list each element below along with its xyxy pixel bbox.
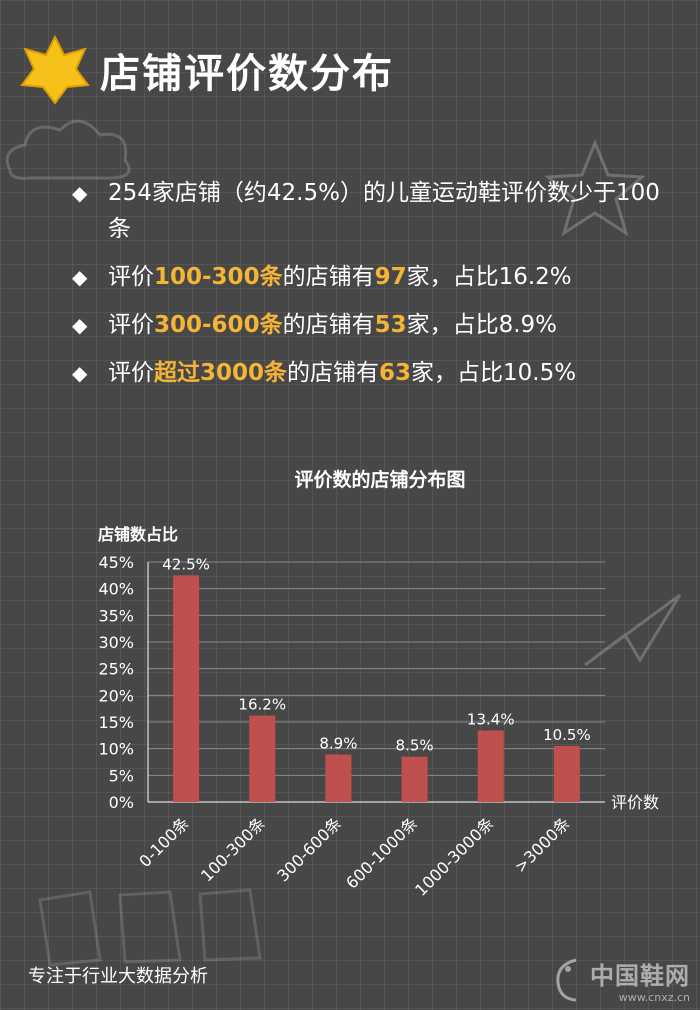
diamond-icon: ◆ xyxy=(72,361,88,385)
footer-text: 专注于行业大数据分析 xyxy=(28,966,208,987)
y-tick-label: 35% xyxy=(98,606,134,625)
y-tick-label: 5% xyxy=(109,766,134,785)
watermark-url: www.cnxz.cn xyxy=(618,991,690,1004)
y-tick-label: 45% xyxy=(98,553,134,572)
bullet-text: 评价 xyxy=(108,264,154,290)
bar xyxy=(553,746,580,802)
x-axis-title: 评价数 xyxy=(611,793,659,812)
data-label: 10.5% xyxy=(543,726,591,744)
bullet-text: 的店铺有 xyxy=(287,360,380,386)
bar xyxy=(477,730,504,802)
plane-doodle xyxy=(584,593,682,667)
bullet-text: 家，占比10.5% xyxy=(411,360,577,386)
diamond-icon: ◆ xyxy=(72,181,88,205)
data-label: 16.2% xyxy=(238,696,286,714)
bullet-item: ◆ 评价100-300条的店铺有97家，占比16.2% xyxy=(70,259,670,295)
bullet-list: ◆ 254家店铺（约42.5%）的儿童运动鞋评价数少于100条 ◆ 评价100-300… xyxy=(70,175,670,403)
y-tick-label: 25% xyxy=(98,660,134,679)
data-label: 8.5% xyxy=(396,737,434,755)
watermark: 中国鞋网 www.cnxz.cn xyxy=(546,955,690,1005)
data-label: 42.5% xyxy=(162,555,210,573)
bar xyxy=(401,756,428,802)
bullet-highlight: 53 xyxy=(374,312,407,338)
bullet-text: 的店铺有 xyxy=(282,264,375,290)
bar-chart: 0% 5% 10% 15% 20% 25% 30% 35% 40% 45% 店铺数占比评价数 42.5… xyxy=(0,500,700,910)
shoe-logo-icon xyxy=(556,958,577,1002)
bar xyxy=(325,754,352,802)
data-label: 8.9% xyxy=(319,735,357,753)
page-title: 店铺评价数分布 xyxy=(100,51,394,97)
bullet-text: 评价 xyxy=(108,360,154,386)
chart-title: 评价数的店铺分布图 xyxy=(294,469,466,491)
bar xyxy=(249,715,276,802)
star-icon xyxy=(20,35,90,105)
y-tick-label: 20% xyxy=(98,686,134,705)
bullet-text: 254家店铺（约42.5%）的儿童运动鞋评价数少于100条 xyxy=(108,180,660,242)
y-tick-label: 15% xyxy=(98,713,134,732)
page-header: 店铺评价数分布 xyxy=(20,30,394,110)
pow-doodle xyxy=(38,888,262,967)
x-tick-label: 300-600条 xyxy=(273,813,345,885)
y-tick-label: 30% xyxy=(98,633,134,652)
y-axis-title: 店铺数占比 xyxy=(98,525,178,544)
x-tick-label: 1000-3000条 xyxy=(411,813,497,899)
bullet-highlight: 100-300条 xyxy=(154,264,283,290)
y-tick-label: 0% xyxy=(109,793,134,812)
bullet-text: 家，占比8.9% xyxy=(406,312,558,338)
bullet-item: ◆ 254家店铺（约42.5%）的儿童运动鞋评价数少于100条 xyxy=(70,175,670,247)
bullet-text: 家，占比16.2% xyxy=(406,264,572,290)
data-label: 13.4% xyxy=(467,711,515,729)
bullet-highlight: 63 xyxy=(379,360,412,386)
bullet-text: 的店铺有 xyxy=(282,312,375,338)
bullet-text: 评价 xyxy=(108,312,154,338)
diamond-icon: ◆ xyxy=(72,313,88,337)
x-tick-label: 600-1000条 xyxy=(342,813,421,892)
cloud-doodle xyxy=(5,119,131,180)
x-tick-label: >3000条 xyxy=(511,813,574,876)
bullet-highlight: 97 xyxy=(374,264,407,290)
x-tick-label: 100-300条 xyxy=(197,813,269,885)
bullet-highlight: 300-600条 xyxy=(154,312,283,338)
star-doodle xyxy=(544,139,646,237)
bullet-item: ◆ 评价超过3000条的店铺有63家，占比10.5% xyxy=(70,355,670,391)
x-tick-label: 0-100条 xyxy=(135,813,193,871)
diamond-icon: ◆ xyxy=(72,265,88,289)
watermark-name: 中国鞋网 xyxy=(590,962,690,990)
bullet-item: ◆ 评价300-600条的店铺有53家，占比8.9% xyxy=(70,307,670,343)
bar xyxy=(173,575,200,802)
y-tick-label: 10% xyxy=(98,740,134,759)
bullet-highlight: 超过3000条 xyxy=(154,360,288,386)
y-tick-label: 40% xyxy=(98,580,134,599)
